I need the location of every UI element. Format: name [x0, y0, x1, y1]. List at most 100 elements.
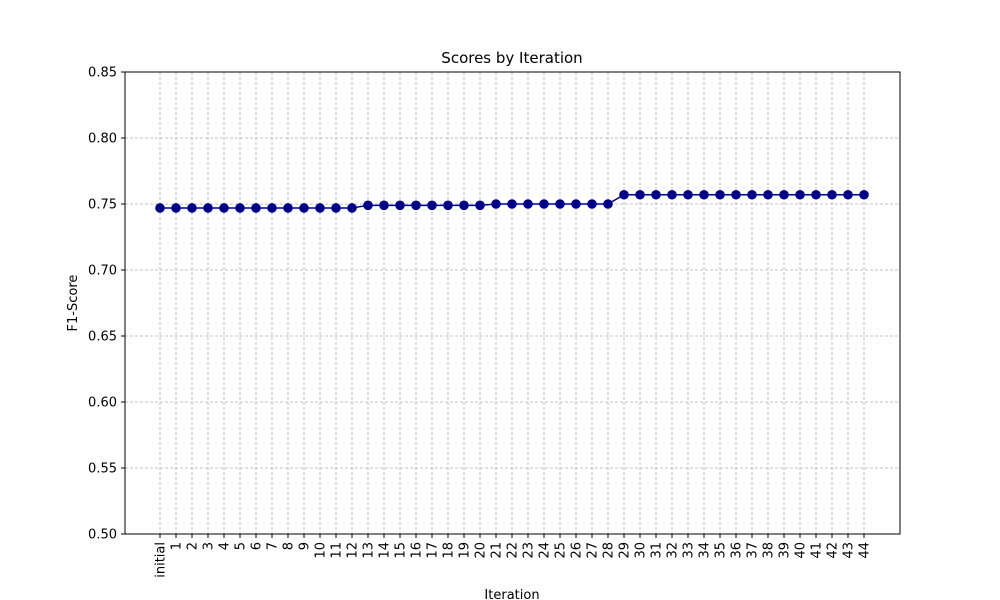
data-point [859, 189, 869, 200]
x-axis: initial 1 2 3 4 5 6 7 8 9 10 11 12 13 14 15 16 17 18 19 20 21… [154, 534, 873, 578]
x-tick-label: 9 [298, 542, 313, 550]
x-tick-label: 32 [666, 542, 681, 559]
x-tick-label: 20 [474, 542, 489, 559]
data-point [475, 200, 485, 211]
x-tick-label: 40 [794, 542, 809, 559]
data-point [523, 199, 533, 209]
x-tick-label: 42 [826, 542, 841, 559]
x-tick-label: 17 [426, 542, 441, 559]
data-point [795, 189, 805, 200]
x-tick-label: 15 [394, 542, 409, 559]
data-point [779, 189, 789, 200]
data-point [411, 200, 421, 211]
y-axis: 0.50 0.55 0.60 0.65 0.70 0.75 0.80 0.85 [88, 66, 125, 543]
x-tick-label: 12 [346, 542, 361, 559]
data-point [747, 189, 757, 200]
data-point [267, 203, 277, 213]
x-tick-label: 13 [362, 542, 377, 559]
data-point [667, 189, 677, 200]
y-tick-label: 0.80 [88, 132, 117, 147]
x-tick-label: 29 [618, 542, 633, 559]
x-tick-label: 16 [410, 542, 425, 559]
x-tick-label: 38 [762, 542, 777, 559]
x-tick-label: 25 [554, 542, 569, 559]
data-point [587, 199, 597, 209]
data-point [235, 203, 245, 213]
x-tick-label: 21 [490, 542, 505, 559]
x-tick-label: 26 [570, 542, 585, 559]
data-point [203, 203, 213, 213]
x-tick-label: 41 [810, 542, 825, 559]
data-point [715, 189, 725, 200]
x-tick-label: 27 [586, 542, 601, 559]
chart-title: Scores by Iteration [441, 49, 582, 67]
x-tick-label: 4 [218, 542, 233, 550]
x-tick-label: 5 [234, 542, 249, 550]
x-tick-label: 19 [458, 542, 473, 559]
data-point [427, 200, 437, 211]
data-point [731, 189, 741, 200]
x-tick-label: 8 [282, 542, 297, 550]
x-tick-label: 31 [650, 542, 665, 559]
data-point [283, 203, 293, 213]
y-tick-label: 0.50 [88, 528, 117, 543]
x-tick-label: 6 [250, 542, 265, 550]
points-layer [155, 189, 869, 213]
data-point [187, 203, 197, 213]
x-tick-label: 1 [170, 542, 185, 550]
x-tick-label: 35 [714, 542, 729, 559]
data-point [811, 189, 821, 200]
y-axis-title: F1-Score [66, 275, 81, 332]
x-tick-label: 11 [330, 542, 345, 559]
data-point [363, 200, 373, 211]
data-point [299, 203, 309, 213]
y-tick-label: 0.85 [88, 66, 117, 81]
data-point [491, 199, 501, 209]
data-point [571, 199, 581, 209]
data-point [459, 200, 469, 211]
data-point [347, 203, 357, 213]
data-point [155, 203, 165, 213]
y-tick-label: 0.55 [88, 462, 117, 477]
data-point [555, 199, 565, 209]
data-point [219, 203, 229, 213]
data-point [395, 200, 405, 211]
x-tick-label: 7 [266, 542, 281, 550]
x-tick-label: 3 [202, 542, 217, 550]
x-tick-label: 22 [506, 542, 521, 559]
x-tick-label: 28 [602, 542, 617, 559]
x-tick-label: 39 [778, 542, 793, 559]
x-tick-label: initial [154, 542, 169, 578]
y-tick-label: 0.60 [88, 396, 117, 411]
x-tick-label: 33 [682, 542, 697, 559]
x-tick-label: 36 [730, 542, 745, 559]
x-axis-title: Iteration [484, 588, 539, 600]
x-tick-label: 10 [314, 542, 329, 559]
x-tick-label: 43 [842, 542, 857, 559]
data-point [635, 189, 645, 200]
x-tick-label: 24 [538, 542, 553, 559]
x-tick-label: 23 [522, 542, 537, 559]
data-point [763, 189, 773, 200]
data-point [251, 203, 261, 213]
x-tick-label: 44 [858, 542, 873, 559]
data-point [603, 199, 613, 209]
x-tick-label: 34 [698, 542, 713, 559]
y-tick-label: 0.70 [88, 264, 117, 279]
data-point [331, 203, 341, 213]
data-point [827, 189, 837, 200]
data-point [171, 203, 181, 213]
data-point [539, 199, 549, 209]
data-point [843, 189, 853, 200]
data-point [619, 189, 629, 200]
x-tick-label: 2 [186, 542, 201, 550]
y-tick-label: 0.75 [88, 198, 117, 213]
data-point [507, 199, 517, 209]
y-tick-label: 0.65 [88, 330, 117, 345]
data-point [443, 200, 453, 211]
data-point [315, 203, 325, 213]
data-point [379, 200, 389, 211]
